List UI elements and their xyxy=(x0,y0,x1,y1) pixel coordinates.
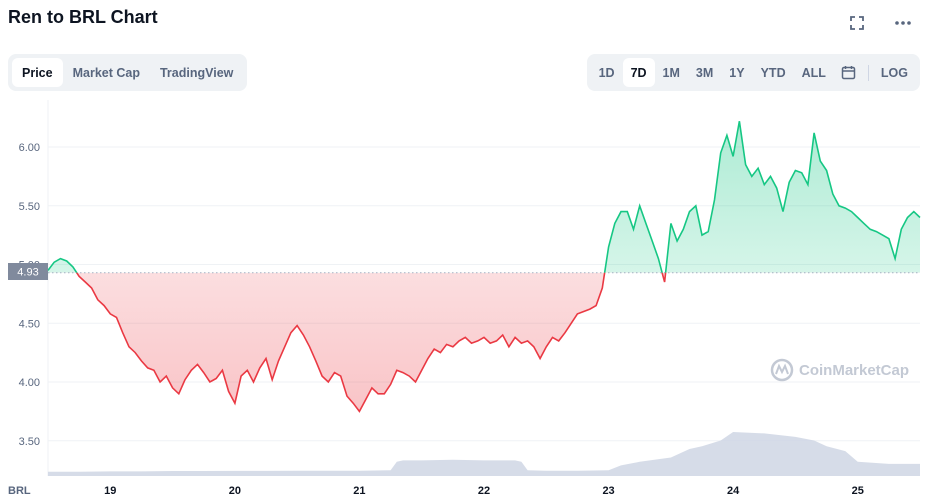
currency-label: BRL xyxy=(8,485,31,497)
price-line xyxy=(47,121,921,413)
tab-price[interactable]: Price xyxy=(12,58,63,87)
range-1y[interactable]: 1Y xyxy=(729,65,745,80)
range-3m[interactable]: 3M xyxy=(695,65,714,80)
fullscreen-icon[interactable] xyxy=(848,14,866,32)
top-actions xyxy=(848,14,912,32)
x-axis: 19 20 21 22 23 24 25 xyxy=(104,485,864,497)
price-area xyxy=(48,121,920,412)
x-tick-label: 25 xyxy=(852,485,864,497)
calendar-icon[interactable] xyxy=(834,58,864,87)
range-1m[interactable]: 1M xyxy=(662,65,680,80)
more-options-icon[interactable] xyxy=(894,14,912,32)
volume-shape xyxy=(48,432,920,476)
x-tick-label: 19 xyxy=(104,485,116,497)
range-separator xyxy=(867,64,869,81)
x-tick-label: 21 xyxy=(353,485,365,497)
y-tick-label: 3.50 xyxy=(19,436,40,448)
page-title: Ren to BRL Chart xyxy=(8,7,158,27)
range-ytd[interactable]: YTD xyxy=(760,65,786,80)
log-scale-toggle[interactable]: LOG xyxy=(880,65,908,80)
area-below xyxy=(76,272,666,412)
area-above xyxy=(48,121,920,273)
chart-type-tabs: Price Market Cap TradingView xyxy=(8,54,248,91)
range-tabs: 1D 7D 1M 3M 1Y YTD ALL LOG xyxy=(586,54,920,91)
x-tick-label: 24 xyxy=(727,485,740,497)
range-1d[interactable]: 1D xyxy=(598,65,615,80)
volume-area xyxy=(48,432,920,476)
line-up-segment xyxy=(47,121,921,273)
range-7d[interactable]: 7D xyxy=(622,58,655,87)
y-tick-label: 4.00 xyxy=(19,377,40,389)
x-tick-label: 20 xyxy=(229,485,241,497)
current-price-tag: 4.93 xyxy=(8,263,48,280)
y-tick-label: 4.50 xyxy=(19,318,40,330)
coinmarketcap-logo-icon xyxy=(770,358,794,382)
tab-tradingview[interactable]: TradingView xyxy=(159,65,234,80)
y-tick-label: 6.00 xyxy=(19,142,40,154)
current-price-label: 4.93 xyxy=(17,267,38,279)
range-all[interactable]: ALL xyxy=(801,65,826,80)
y-tick-label: 5.50 xyxy=(19,201,40,213)
watermark-text: CoinMarketCap xyxy=(799,362,909,379)
x-tick-label: 22 xyxy=(478,485,490,497)
x-tick-label: 23 xyxy=(602,485,614,497)
line-down-segment xyxy=(75,272,667,413)
tab-market-cap[interactable]: Market Cap xyxy=(72,65,140,80)
watermark: CoinMarketCap xyxy=(770,358,909,382)
y-axis: 3.504.004.505.005.506.00 xyxy=(19,142,40,448)
